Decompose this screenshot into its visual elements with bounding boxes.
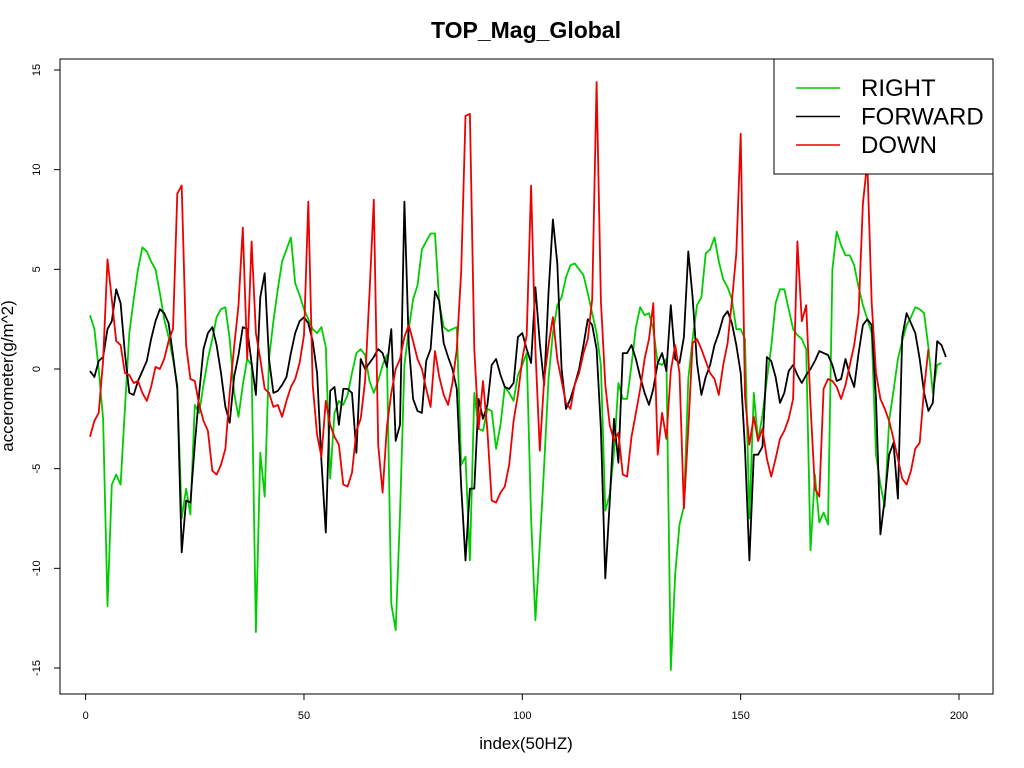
x-axis: 0 50 100 150 200 bbox=[83, 693, 968, 722]
y-tick-label: 5 bbox=[31, 266, 43, 272]
y-axis: -15 -10 -5 0 5 10 15 bbox=[31, 64, 61, 676]
chart-title: TOP_Mag_Global bbox=[431, 17, 621, 43]
y-axis-label: accerometer(g/m^2) bbox=[0, 300, 17, 452]
x-tick-label: 50 bbox=[298, 710, 310, 722]
x-tick-label: 200 bbox=[950, 710, 968, 722]
y-tick-label: 10 bbox=[31, 164, 43, 176]
x-tick-label: 150 bbox=[731, 710, 749, 722]
x-tick-label: 0 bbox=[83, 710, 89, 722]
legend-label-right: RIGHT bbox=[861, 75, 936, 102]
y-tick-label: -15 bbox=[31, 660, 43, 676]
x-tick-label: 100 bbox=[513, 710, 531, 722]
legend-label-down: DOWN bbox=[861, 132, 937, 159]
legend-label-forward: FORWARD bbox=[861, 104, 984, 131]
series-line-down bbox=[89, 81, 930, 510]
y-tick-label: -10 bbox=[31, 560, 43, 576]
y-tick-label: -5 bbox=[31, 464, 43, 474]
series-line-forward bbox=[89, 200, 947, 580]
series-group bbox=[89, 81, 947, 671]
x-axis-label: index(50HZ) bbox=[479, 734, 573, 753]
y-tick-label: 15 bbox=[31, 64, 43, 76]
y-tick-label: 0 bbox=[31, 366, 43, 372]
